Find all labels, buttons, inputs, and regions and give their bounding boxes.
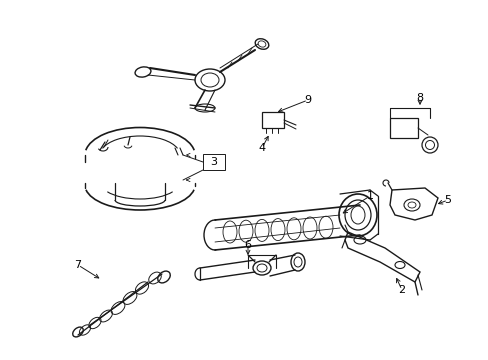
Bar [389,118,417,138]
Text: 3: 3 [210,157,217,167]
Text: 9: 9 [304,95,311,105]
Text: 5: 5 [444,195,450,205]
Text: 2: 2 [398,285,405,295]
Text: 8: 8 [416,93,423,103]
Bar [262,112,284,128]
Text: 4: 4 [258,143,265,153]
Text: 6: 6 [244,240,251,250]
Text: 7: 7 [74,260,81,270]
Text: 1: 1 [366,191,373,201]
Bar [203,154,224,170]
